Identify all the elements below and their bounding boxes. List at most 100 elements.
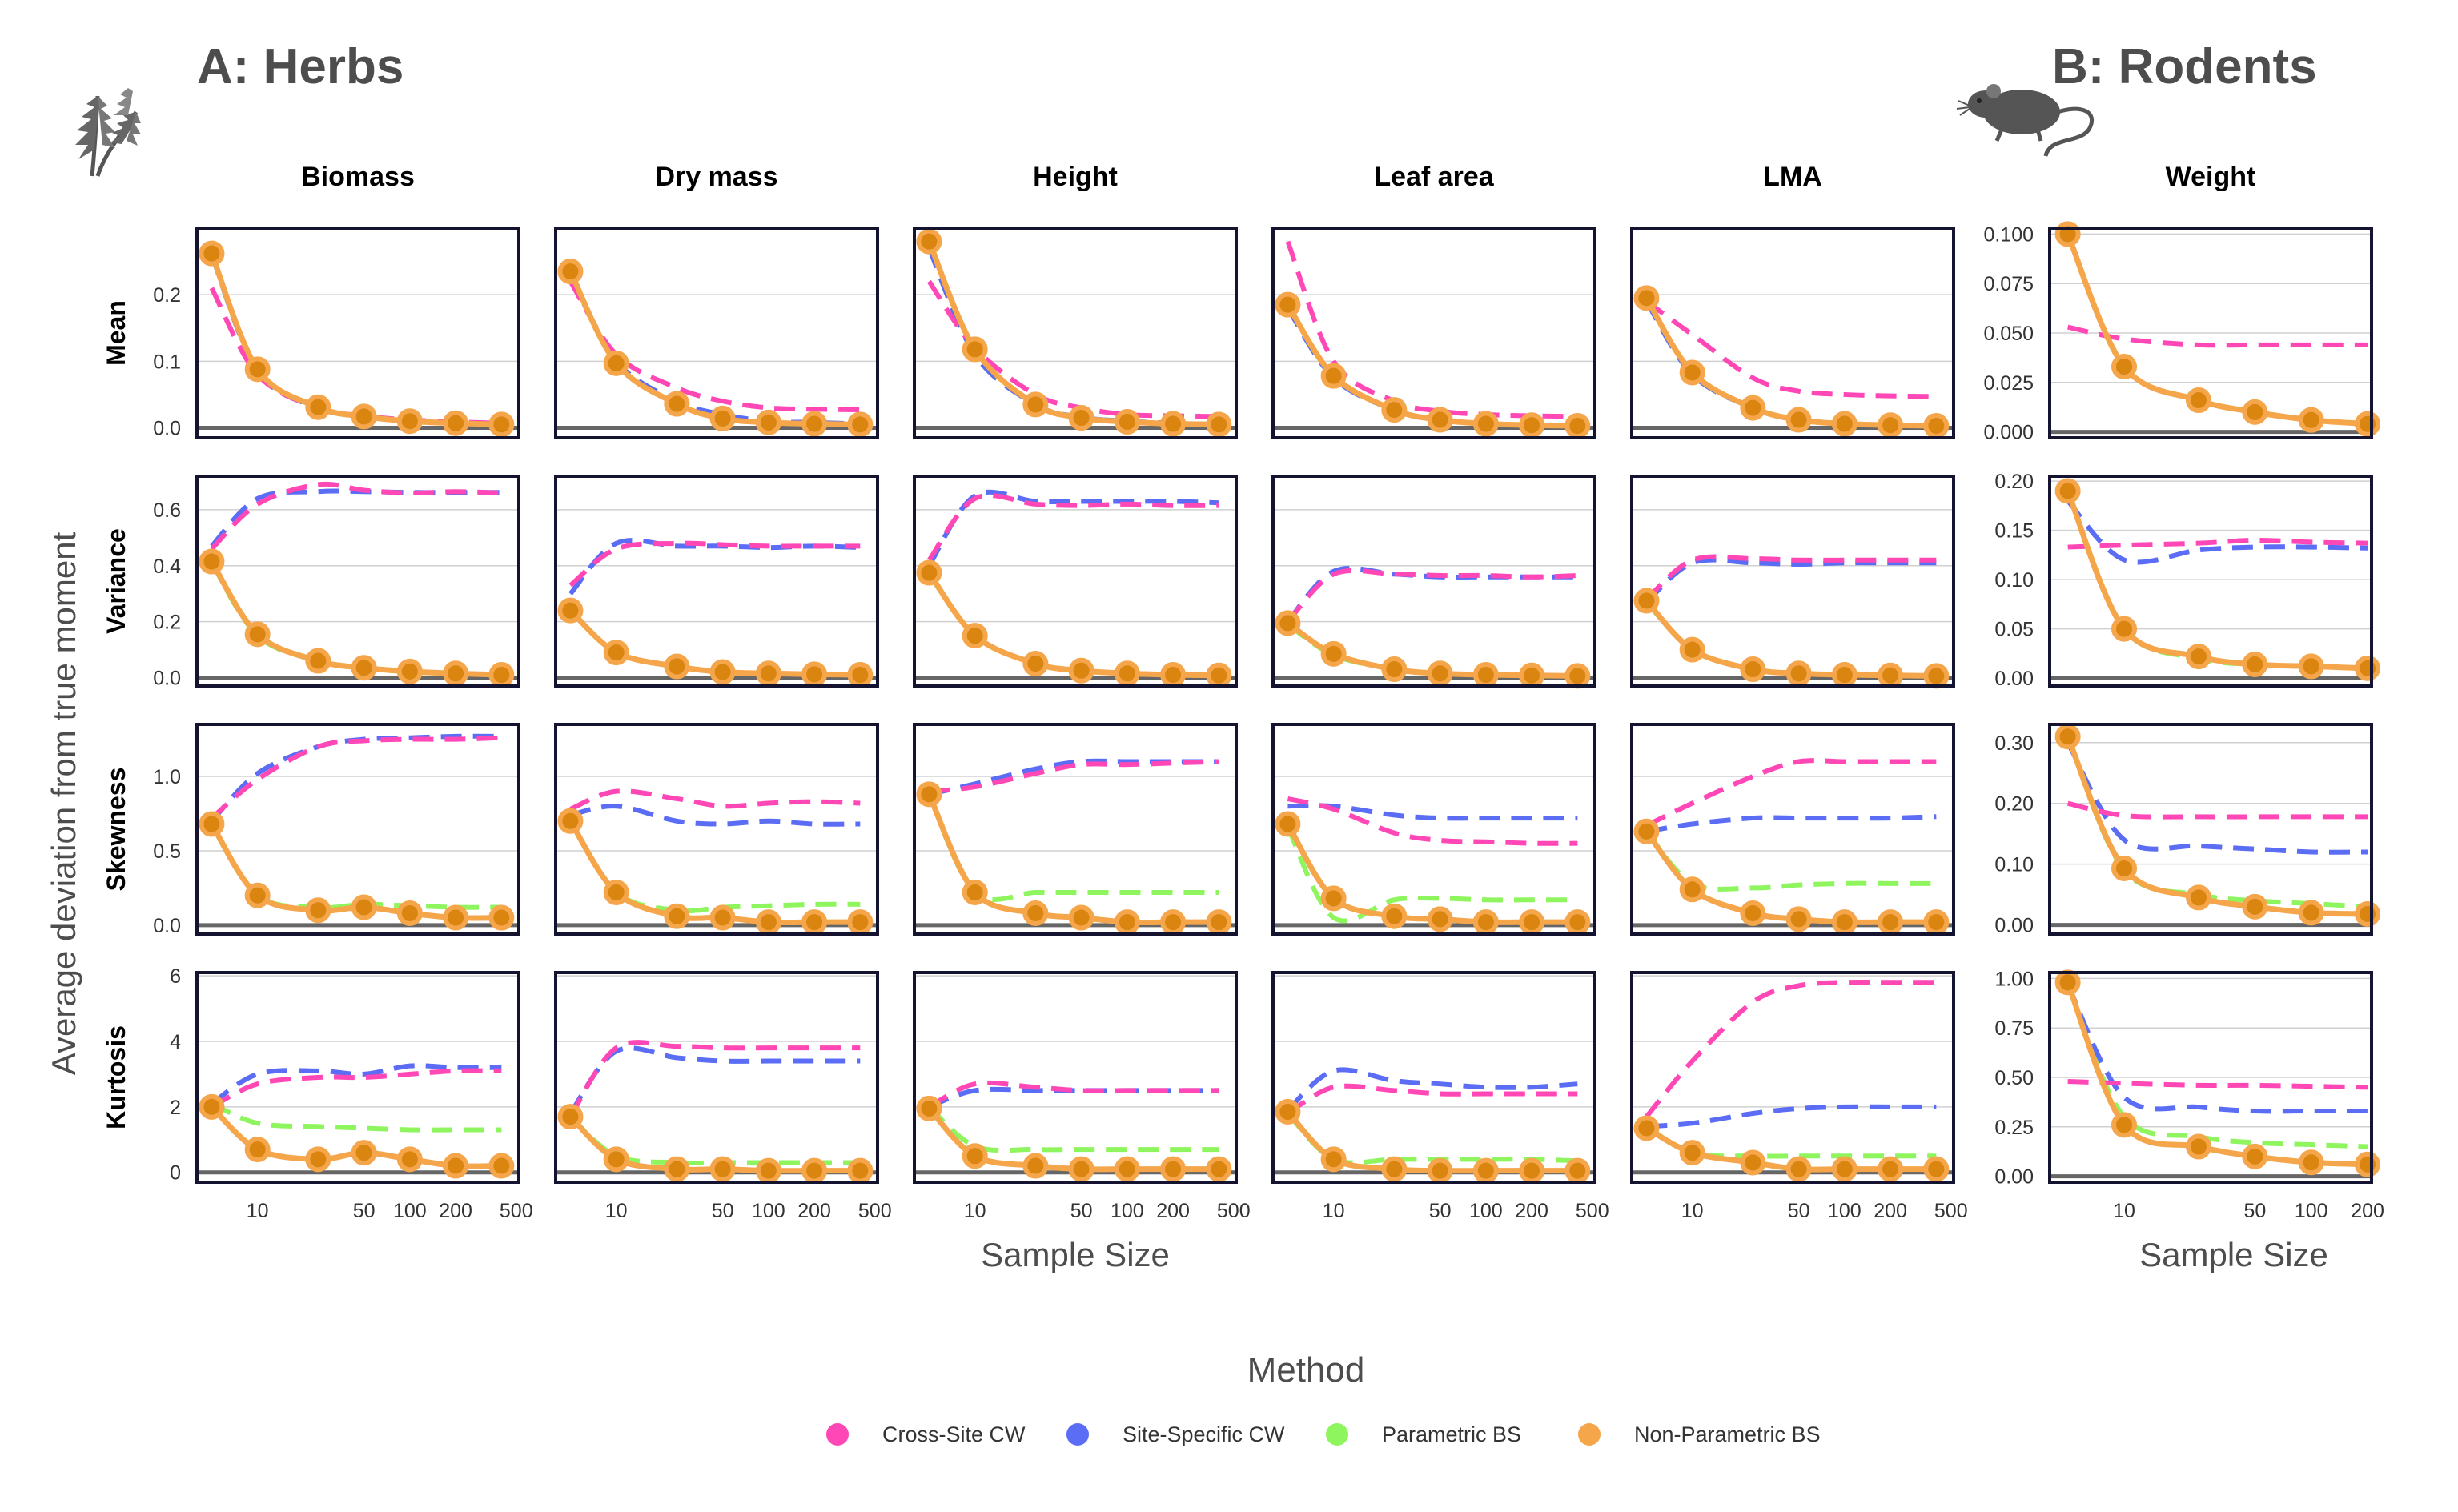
y-tick-label: 0.000 — [1983, 422, 2034, 444]
y-tick-label: 0.00 — [1994, 915, 2034, 937]
data-point-non-parametric-bs — [488, 411, 515, 438]
data-point-non-parametric-bs — [1381, 656, 1408, 683]
series-line-cross-site-cw — [1645, 758, 1937, 828]
x-tick-label: 200 — [2351, 1200, 2384, 1222]
x-tick-label: 200 — [1874, 1200, 1907, 1222]
data-point-non-parametric-bs — [488, 662, 515, 688]
data-point-non-parametric-bs — [2111, 616, 2137, 642]
y-axis-label: Average deviation from true moment — [45, 531, 82, 1075]
data-point-non-parametric-bs — [1519, 662, 1545, 688]
data-point-non-parametric-bs — [305, 897, 331, 924]
data-point-non-parametric-bs — [2185, 1133, 2211, 1160]
data-point-non-parametric-bs — [847, 1157, 874, 1184]
row-title-mean: Mean — [102, 300, 131, 366]
series-line-parametric-bs — [926, 793, 1219, 902]
facet-height-mean — [913, 227, 1238, 439]
facet-dry-mass-kurtosis: 10 50 100 200 500 — [554, 971, 892, 1222]
y-tick-label: 0.6 — [153, 499, 181, 522]
y-tick-label: 0.10 — [1994, 569, 2034, 592]
data-point-non-parametric-bs — [916, 228, 942, 255]
y-tick-label: 0.0 — [153, 915, 181, 937]
series-line-parametric-bs — [927, 1105, 1219, 1153]
y-tick-label: 0.50 — [1994, 1067, 2034, 1089]
x-tick-label: 500 — [858, 1200, 892, 1222]
series-line-non-parametric-bs — [2065, 981, 2368, 1168]
data-point-non-parametric-bs — [396, 658, 423, 684]
data-point-non-parametric-bs — [1022, 391, 1049, 418]
column-title-height: Height — [1033, 162, 1118, 192]
data-point-non-parametric-bs — [305, 1146, 331, 1173]
facet-frame — [195, 227, 520, 439]
data-point-non-parametric-bs — [916, 559, 942, 586]
y-tick-label: 1.0 — [153, 766, 181, 788]
data-point-non-parametric-bs — [2355, 1151, 2381, 1177]
data-point-non-parametric-bs — [1275, 610, 1301, 636]
data-point-non-parametric-bs — [603, 879, 629, 905]
data-point-non-parametric-bs — [488, 1153, 515, 1179]
data-point-non-parametric-bs — [1068, 904, 1094, 931]
data-point-non-parametric-bs — [351, 1140, 377, 1166]
data-point-non-parametric-bs — [1381, 1156, 1408, 1182]
data-point-non-parametric-bs — [1740, 656, 1766, 683]
data-point-non-parametric-bs — [443, 1153, 469, 1179]
column-title-biomass: Biomass — [301, 162, 415, 192]
facet-biomass-kurtosis: 0 2 4 6 Kurtosis 10 50 100 200 500 — [102, 965, 533, 1222]
rodent-icon — [1956, 84, 2094, 157]
data-point-non-parametric-bs — [603, 640, 629, 666]
data-point-non-parametric-bs — [1068, 1156, 1094, 1182]
data-point-non-parametric-bs — [1427, 407, 1453, 433]
data-point-non-parametric-bs — [2111, 1112, 2137, 1138]
legend-item-cross-site-cw: Cross-Site CW — [826, 1422, 1026, 1446]
x-axis-label-rodents: Sample Size — [2139, 1236, 2328, 1273]
series-line-site-specific-cw — [2066, 499, 2368, 565]
data-point-non-parametric-bs — [962, 1143, 988, 1169]
data-point-non-parametric-bs — [396, 408, 423, 435]
series-line-non-parametric-bs — [2065, 233, 2368, 427]
series-line-site-specific-cw — [2065, 983, 2368, 1114]
data-point-non-parametric-bs — [351, 403, 377, 430]
row-title-kurtosis: Kurtosis — [102, 1025, 131, 1129]
y-tick-label: 0.25 — [1994, 1117, 2034, 1139]
data-point-non-parametric-bs — [1564, 663, 1591, 689]
series-line-parametric-bs — [2065, 233, 2368, 427]
y-tick-label: 4 — [170, 1031, 181, 1053]
series-line-cross-site-cw — [209, 287, 502, 426]
data-point-non-parametric-bs — [2242, 651, 2268, 677]
data-point-non-parametric-bs — [801, 661, 828, 688]
legend-label: Parametric BS — [1382, 1422, 1521, 1446]
data-point-non-parametric-bs — [1320, 363, 1347, 389]
series-line-non-parametric-bs — [926, 240, 1219, 427]
data-point-non-parametric-bs — [1633, 285, 1660, 311]
y-tick-label: 0.75 — [1994, 1017, 2034, 1040]
facet-frame — [1271, 723, 1596, 936]
panel-a-title: A: Herbs — [197, 39, 404, 94]
data-point-non-parametric-bs — [557, 808, 584, 834]
y-tick-label: 0.15 — [1994, 520, 2034, 543]
data-point-non-parametric-bs — [488, 904, 515, 931]
series-line-cross-site-cw — [2067, 324, 2368, 348]
series-line-site-specific-cw — [1286, 1067, 1578, 1113]
data-point-non-parametric-bs — [1831, 1156, 1858, 1182]
facet-biomass-mean: 0.0 0.1 0.2 Mean — [102, 227, 520, 440]
data-point-non-parametric-bs — [1923, 909, 1950, 936]
y-tick-label: 0.30 — [1994, 732, 2034, 755]
data-point-non-parametric-bs — [1022, 1153, 1049, 1179]
facet-frame — [1271, 971, 1596, 1184]
data-point-non-parametric-bs — [1831, 662, 1858, 688]
facet-height-variance — [913, 475, 1238, 688]
column-title-dry-mass: Dry mass — [655, 162, 777, 192]
legend: Cross-Site CW Site-Specific CW Parametric … — [826, 1422, 1821, 1446]
series-line-parametric-bs — [2065, 736, 2368, 909]
facet-frame — [2048, 971, 2373, 1184]
data-point-non-parametric-bs — [2111, 354, 2137, 380]
column-title-lma: LMA — [1763, 162, 1822, 192]
data-point-non-parametric-bs — [1381, 397, 1408, 423]
data-point-non-parametric-bs — [2298, 1149, 2324, 1176]
data-point-non-parametric-bs — [1785, 906, 1812, 932]
y-tick-label: 0.0 — [153, 418, 181, 440]
series-line-site-specific-cw — [210, 733, 502, 823]
x-tick-label: 100 — [1469, 1200, 1503, 1222]
series-line-non-parametric-bs — [209, 252, 502, 427]
data-point-non-parametric-bs — [1160, 1156, 1187, 1182]
